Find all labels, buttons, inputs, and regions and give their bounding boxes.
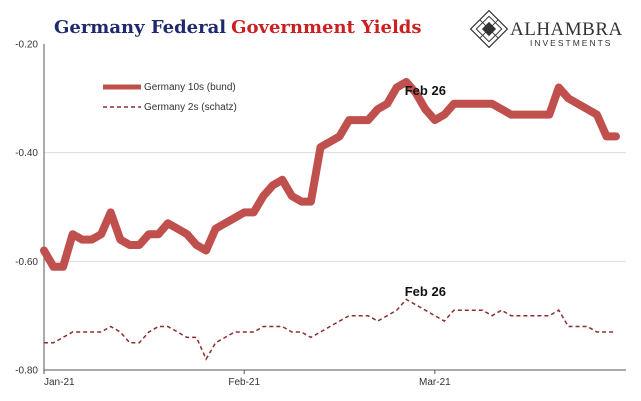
logo-name: ALHAMBRA (510, 19, 623, 40)
title-part-1: Germany Federal (54, 17, 226, 38)
y-tick-label: -0.20 (15, 40, 38, 51)
y-tick-label: -0.80 (15, 366, 38, 377)
bund-line (40, 78, 620, 271)
annotation-label: Feb 26 (405, 83, 446, 98)
x-tick-label: Feb-21 (228, 377, 260, 388)
logo-subtitle: INVESTMENTS (530, 38, 612, 48)
x-tick-label: Mar-21 (419, 377, 451, 388)
grid-lines (44, 152, 626, 262)
axes (43, 44, 626, 374)
y-tick-labels: -0.20 -0.40 -0.60 -0.80 (15, 40, 38, 377)
y-tick-label: -0.60 (15, 257, 38, 268)
x-tick-label: Jan-21 (44, 377, 75, 388)
annotation-label: Feb 26 (405, 284, 446, 299)
schatz-line (44, 298, 616, 361)
legend-label-bund: Germany 10s (bund) (144, 82, 236, 93)
chart-title: Germany Federal Government Yields (54, 17, 422, 38)
legend: Germany 10s (bund) Germany 2s (schatz) (103, 82, 237, 113)
title-part-2: Government Yields (231, 17, 421, 38)
logo-diamond-icon (469, 9, 509, 49)
alhambra-logo: ALHAMBRA INVESTMENTS (469, 9, 623, 49)
legend-label-schatz: Germany 2s (schatz) (144, 102, 237, 113)
annotations: Feb 26 Feb 26 (405, 83, 446, 299)
x-tick-labels: Jan-21 Feb-21 Mar-21 (44, 377, 451, 388)
series-lines (40, 78, 620, 361)
y-tick-label: -0.40 (15, 148, 38, 159)
